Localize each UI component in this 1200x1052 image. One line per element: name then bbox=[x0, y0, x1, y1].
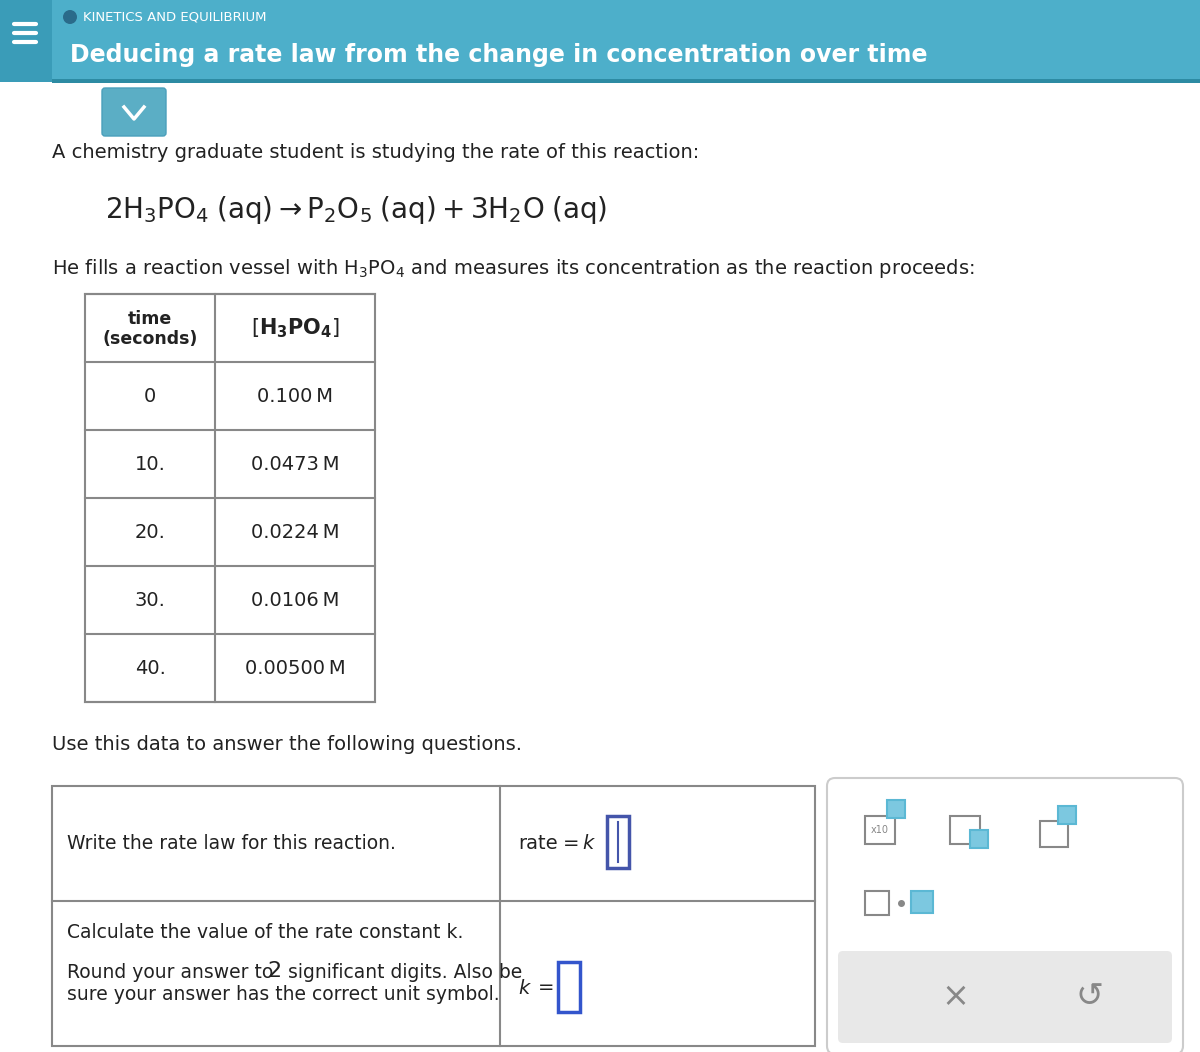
Bar bbox=[52, 79, 1200, 83]
Text: $\mathregular{2H_3PO_4\;(aq) \rightarrow P_2O_5\;(aq) + 3H_2O\;(aq)}$: $\mathregular{2H_3PO_4\;(aq) \rightarrow… bbox=[106, 194, 607, 226]
FancyBboxPatch shape bbox=[102, 88, 166, 136]
Text: 40.: 40. bbox=[134, 659, 166, 677]
Text: rate: rate bbox=[518, 834, 558, 853]
Text: 0: 0 bbox=[144, 386, 156, 405]
Text: 0.0106 M: 0.0106 M bbox=[251, 590, 340, 609]
Text: 10.: 10. bbox=[134, 454, 166, 473]
Text: $k$: $k$ bbox=[518, 978, 532, 997]
Bar bbox=[887, 800, 905, 818]
FancyBboxPatch shape bbox=[607, 815, 629, 868]
Text: Calculate the value of the rate constant k.: Calculate the value of the rate constant… bbox=[67, 923, 463, 942]
Bar bbox=[911, 891, 934, 913]
Text: 0.00500 M: 0.00500 M bbox=[245, 659, 346, 677]
Bar bbox=[0, 0, 52, 82]
Text: ↺: ↺ bbox=[1076, 980, 1104, 1013]
Text: Round your answer to: Round your answer to bbox=[67, 963, 280, 982]
Text: He fills a reaction vessel with $\mathregular{H_3PO_4}$ and measures its concent: He fills a reaction vessel with $\mathre… bbox=[52, 257, 974, 280]
Text: $k$: $k$ bbox=[582, 834, 596, 853]
FancyBboxPatch shape bbox=[558, 962, 580, 1012]
Bar bbox=[865, 891, 889, 915]
Circle shape bbox=[64, 11, 77, 24]
Bar bbox=[85, 294, 374, 702]
Bar bbox=[970, 830, 988, 848]
Text: 0.100 M: 0.100 M bbox=[257, 386, 334, 405]
Text: significant digits. Also be: significant digits. Also be bbox=[282, 963, 522, 982]
Text: A chemistry graduate student is studying the rate of this reaction:: A chemistry graduate student is studying… bbox=[52, 143, 700, 162]
Text: (seconds): (seconds) bbox=[102, 330, 198, 348]
Text: 20.: 20. bbox=[134, 523, 166, 542]
Text: 2: 2 bbox=[266, 960, 281, 982]
FancyBboxPatch shape bbox=[827, 778, 1183, 1052]
Bar bbox=[1040, 821, 1068, 847]
Text: 0.0473 M: 0.0473 M bbox=[251, 454, 340, 473]
Text: time: time bbox=[128, 310, 172, 328]
Text: ×: × bbox=[941, 980, 970, 1013]
Text: 0.0224 M: 0.0224 M bbox=[251, 523, 340, 542]
Text: KINETICS AND EQUILIBRIUM: KINETICS AND EQUILIBRIUM bbox=[83, 11, 266, 23]
Bar bbox=[52, 786, 815, 1046]
Bar bbox=[865, 816, 895, 844]
FancyBboxPatch shape bbox=[838, 951, 1172, 1043]
Text: =: = bbox=[563, 834, 580, 853]
Text: =: = bbox=[538, 978, 554, 997]
Text: 30.: 30. bbox=[134, 590, 166, 609]
Text: $\mathregular{\left[H_3PO_4\right]}$: $\mathregular{\left[H_3PO_4\right]}$ bbox=[251, 317, 340, 340]
Bar bbox=[0, 0, 1200, 82]
Bar bbox=[1058, 806, 1076, 824]
Text: Deducing a rate law from the change in concentration over time: Deducing a rate law from the change in c… bbox=[70, 43, 928, 67]
Text: Write the rate law for this reaction.: Write the rate law for this reaction. bbox=[67, 834, 396, 853]
Text: sure your answer has the correct unit symbol.: sure your answer has the correct unit sy… bbox=[67, 985, 499, 1004]
Bar bbox=[950, 816, 980, 844]
Text: x10: x10 bbox=[871, 825, 889, 835]
Text: Use this data to answer the following questions.: Use this data to answer the following qu… bbox=[52, 734, 522, 753]
